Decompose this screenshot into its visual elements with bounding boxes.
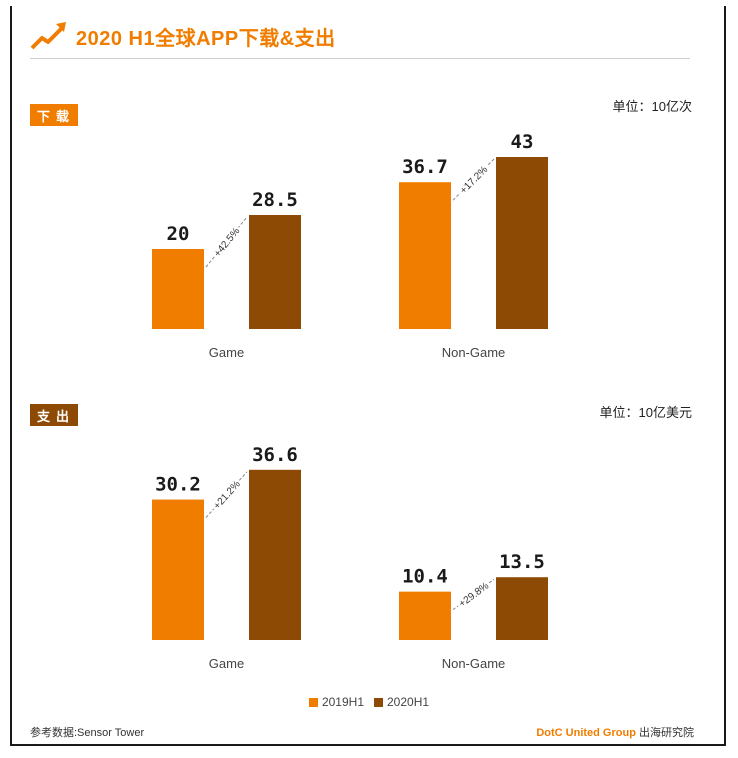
- trend-arrow-icon: [30, 22, 66, 50]
- unit-downloads: 单位：10亿次: [612, 99, 692, 114]
- value-label-downloads-non-game-2020h1: 43: [511, 131, 534, 153]
- bar-downloads-game-2019h1: [152, 249, 204, 329]
- growth-label-bg-spending-non-game: [454, 577, 493, 611]
- category-label-downloads-game: Game: [209, 345, 244, 360]
- growth-label-bg-spending-game: [208, 475, 244, 513]
- brand-name: DotC United Group: [536, 727, 636, 739]
- bar-spending-game-2020h1: [249, 469, 301, 640]
- category-label-spending-game: Game: [209, 656, 244, 671]
- value-label-spending-game-2019h1: 30.2: [155, 474, 201, 496]
- unit-spending: 单位：10亿美元: [599, 405, 692, 420]
- bar-spending-non-game-2019h1: [399, 591, 451, 640]
- frame: [10, 6, 726, 746]
- badge-spending: 支出: [30, 404, 78, 426]
- legend-swatch-2020: [374, 697, 383, 707]
- value-label-downloads-game-2019h1: 20: [167, 223, 190, 245]
- value-label-downloads-game-2020h1: 28.5: [252, 189, 298, 211]
- brand-suffix: 出海研究院: [639, 727, 694, 739]
- legend-item-2020: 2020H1: [374, 695, 429, 709]
- source-note: 参考数据:Sensor Tower: [30, 727, 145, 739]
- brand: DotC United Group 出海研究院: [536, 724, 694, 740]
- bar-spending-non-game-2020h1: [496, 577, 548, 640]
- growth-label-bg-downloads-game: [209, 222, 244, 261]
- legend: 2019H1 2020H1: [0, 695, 738, 709]
- legend-swatch-2019: [308, 697, 318, 707]
- value-label-spending-non-game-2020h1: 13.5: [499, 551, 545, 573]
- title-row: 2020 H1全球APP下载&支出: [30, 20, 336, 52]
- legend-label-2019: 2019H1: [321, 695, 364, 709]
- bar-downloads-non-game-2020h1: [496, 157, 548, 329]
- legend-item-2019: 2019H1: [308, 695, 364, 709]
- value-label-spending-game-2020h1: 36.6: [252, 444, 298, 466]
- value-label-downloads-non-game-2019h1: 36.7: [402, 156, 448, 178]
- category-label-spending-non-game: Non-Game: [442, 656, 506, 671]
- title-divider: [30, 58, 690, 59]
- category-label-downloads-non-game: Non-Game: [442, 345, 506, 360]
- legend-label-2020: 2020H1: [387, 695, 430, 709]
- bar-spending-game-2019h1: [152, 499, 204, 640]
- badge-downloads: 下载: [30, 104, 78, 126]
- page-title: 2020 H1全球APP下载&支出: [76, 27, 336, 50]
- value-label-spending-non-game-2019h1: 10.4: [402, 566, 448, 588]
- bar-downloads-non-game-2019h1: [399, 182, 451, 329]
- growth-label-bg-downloads-non-game: [455, 161, 492, 198]
- bar-downloads-game-2020h1: [249, 215, 301, 329]
